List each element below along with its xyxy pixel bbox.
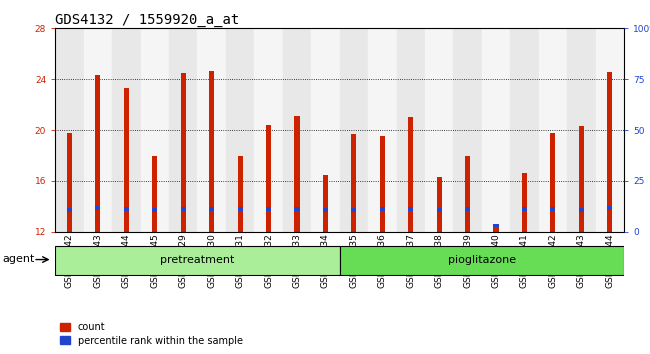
Bar bbox=[522, 207, 527, 211]
Bar bbox=[96, 206, 101, 210]
Bar bbox=[578, 126, 584, 232]
FancyBboxPatch shape bbox=[55, 246, 339, 275]
Bar bbox=[465, 207, 470, 211]
Bar bbox=[311, 28, 339, 232]
Bar bbox=[124, 207, 129, 211]
Bar bbox=[237, 207, 242, 211]
Bar bbox=[67, 133, 72, 232]
Bar bbox=[595, 28, 624, 232]
Bar bbox=[294, 116, 300, 232]
Bar bbox=[181, 73, 186, 232]
Bar bbox=[380, 136, 385, 232]
Text: agent: agent bbox=[3, 253, 35, 264]
Bar bbox=[380, 207, 385, 211]
Bar bbox=[254, 28, 283, 232]
Bar bbox=[408, 207, 413, 211]
Bar bbox=[482, 28, 510, 232]
Bar bbox=[454, 28, 482, 232]
Bar bbox=[493, 225, 499, 232]
Bar bbox=[567, 28, 595, 232]
Bar bbox=[294, 207, 300, 211]
Legend: count, percentile rank within the sample: count, percentile rank within the sample bbox=[60, 322, 242, 346]
Bar bbox=[266, 125, 271, 232]
FancyBboxPatch shape bbox=[339, 246, 624, 275]
Bar bbox=[539, 28, 567, 232]
Bar bbox=[323, 208, 328, 212]
Bar bbox=[266, 207, 271, 211]
Bar bbox=[152, 208, 157, 212]
Bar bbox=[181, 207, 186, 211]
Bar bbox=[437, 177, 442, 232]
Bar bbox=[425, 28, 454, 232]
Bar bbox=[493, 224, 499, 227]
Text: pretreatment: pretreatment bbox=[161, 255, 235, 264]
Bar bbox=[522, 173, 527, 232]
Bar bbox=[551, 133, 556, 232]
Bar bbox=[368, 28, 396, 232]
Bar bbox=[226, 28, 254, 232]
Bar bbox=[408, 118, 413, 232]
Bar bbox=[55, 28, 84, 232]
Bar bbox=[209, 207, 215, 211]
Bar bbox=[323, 175, 328, 232]
Bar bbox=[124, 88, 129, 232]
Text: pioglitazone: pioglitazone bbox=[448, 255, 516, 264]
Bar bbox=[351, 208, 356, 212]
Text: GDS4132 / 1559920_a_at: GDS4132 / 1559920_a_at bbox=[55, 13, 239, 27]
Bar bbox=[84, 28, 112, 232]
Bar bbox=[140, 28, 169, 232]
Bar bbox=[396, 28, 425, 232]
Bar bbox=[351, 134, 356, 232]
Bar bbox=[283, 28, 311, 232]
Bar bbox=[96, 75, 101, 232]
Bar bbox=[198, 28, 226, 232]
Bar bbox=[465, 155, 470, 232]
Bar bbox=[67, 208, 72, 212]
Bar bbox=[607, 72, 612, 232]
Bar bbox=[237, 155, 242, 232]
Bar bbox=[209, 71, 215, 232]
Bar bbox=[578, 208, 584, 212]
Bar bbox=[169, 28, 198, 232]
Bar bbox=[152, 155, 157, 232]
Bar bbox=[437, 208, 442, 212]
Bar bbox=[551, 207, 556, 211]
Bar bbox=[112, 28, 140, 232]
Bar bbox=[510, 28, 539, 232]
Bar bbox=[607, 206, 612, 210]
Bar bbox=[339, 28, 368, 232]
